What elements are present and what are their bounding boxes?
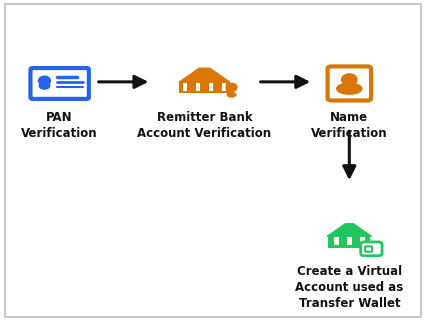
Circle shape: [38, 76, 50, 85]
FancyBboxPatch shape: [30, 68, 89, 99]
FancyBboxPatch shape: [328, 245, 370, 247]
FancyBboxPatch shape: [179, 91, 230, 93]
FancyBboxPatch shape: [328, 237, 370, 246]
Polygon shape: [179, 68, 230, 82]
Ellipse shape: [39, 82, 50, 89]
FancyBboxPatch shape: [328, 66, 371, 100]
Text: PAN
Verification: PAN Verification: [21, 111, 98, 140]
Circle shape: [226, 83, 237, 91]
FancyBboxPatch shape: [361, 242, 382, 256]
FancyBboxPatch shape: [365, 247, 372, 252]
Ellipse shape: [227, 92, 236, 97]
FancyBboxPatch shape: [179, 83, 230, 91]
FancyBboxPatch shape: [209, 83, 213, 91]
FancyBboxPatch shape: [327, 236, 371, 237]
FancyBboxPatch shape: [179, 81, 230, 83]
Text: Create a Virtual
Account used as
Transfer Wallet: Create a Virtual Account used as Transfe…: [295, 265, 403, 310]
Circle shape: [342, 74, 357, 85]
Polygon shape: [327, 224, 371, 236]
FancyBboxPatch shape: [196, 83, 200, 91]
FancyBboxPatch shape: [334, 237, 339, 245]
Text: Remitter Bank
Account Verification: Remitter Bank Account Verification: [138, 111, 271, 140]
Ellipse shape: [337, 83, 362, 94]
FancyBboxPatch shape: [347, 237, 352, 245]
Text: Name
Verification: Name Verification: [311, 111, 388, 140]
FancyBboxPatch shape: [222, 83, 226, 91]
FancyBboxPatch shape: [360, 237, 365, 245]
FancyBboxPatch shape: [183, 83, 187, 91]
